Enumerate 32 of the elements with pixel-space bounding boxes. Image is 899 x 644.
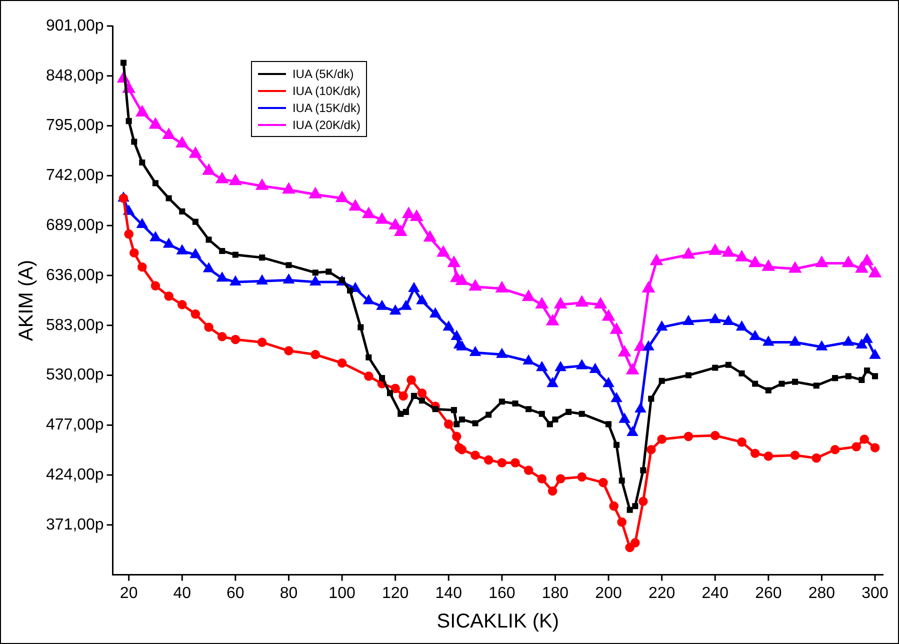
- x-tick-label: 300: [862, 584, 888, 602]
- y-tick-label: 477,00p: [46, 416, 104, 434]
- x-tick-label: 240: [702, 584, 729, 602]
- x-tick-label: 20: [120, 584, 138, 602]
- x-tick-label: 200: [595, 584, 622, 602]
- x-tick-label: 160: [488, 584, 516, 602]
- x-tick-label: 120: [382, 584, 409, 602]
- y-tick-label: 848,00p: [46, 67, 104, 84]
- y-tick-label: 742,00p: [46, 167, 104, 184]
- y-tick-label: 901,00p: [46, 17, 104, 34]
- x-tick-label: 140: [435, 584, 462, 602]
- x-tick-label: 60: [226, 584, 244, 602]
- legend-label: IUA (5K/dk): [292, 66, 354, 80]
- legend-label: IUA (15K/dk): [292, 100, 360, 114]
- y-tick-label: 424,00p: [46, 466, 104, 484]
- x-tick-label: 280: [808, 584, 836, 602]
- y-tick-label: 530,00p: [46, 366, 104, 384]
- x-tick-label: 100: [328, 584, 356, 602]
- y-tick-label: 689,00p: [46, 216, 104, 234]
- x-tick-label: 180: [542, 584, 569, 602]
- y-tick-label: 371,00p: [46, 516, 104, 534]
- y-tick-label: 583,00p: [46, 316, 104, 334]
- x-tick-label: 80: [280, 584, 298, 602]
- x-tick-label: 260: [755, 584, 782, 602]
- x-axis-title: SICAKLIK (K): [436, 610, 560, 633]
- y-tick-label: 636,00p: [46, 266, 104, 284]
- legend-label: IUA (20K/dk): [292, 118, 360, 132]
- y-axis-title: AKIM (A): [16, 260, 38, 341]
- x-tick-label: 220: [648, 584, 676, 602]
- legend-label: IUA (10K/dk): [292, 84, 360, 98]
- y-tick-label: 795,00p: [46, 117, 104, 134]
- x-tick-label: 40: [173, 584, 192, 602]
